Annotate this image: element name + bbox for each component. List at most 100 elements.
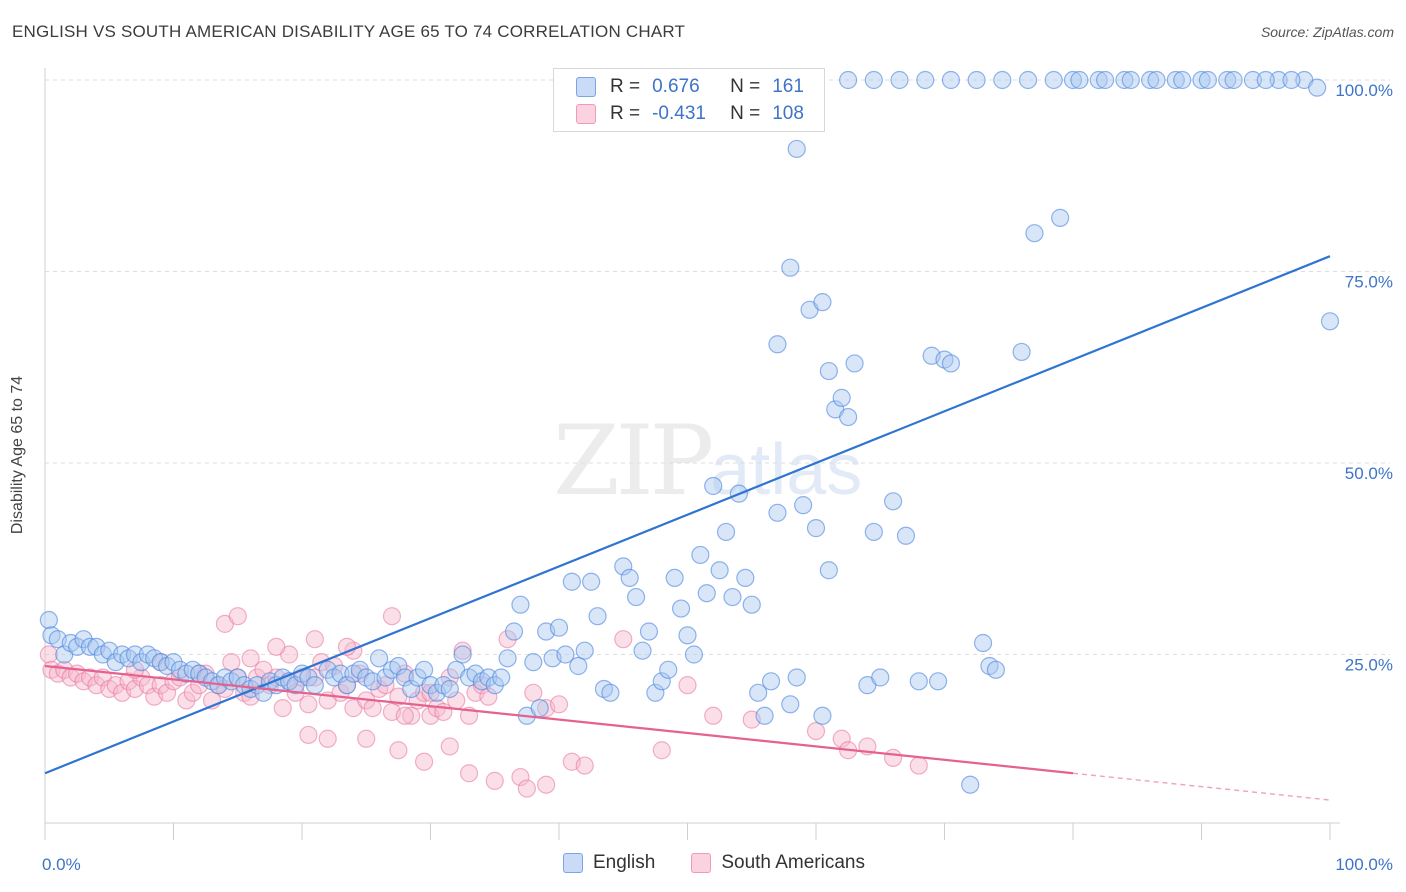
english-point <box>562 572 581 591</box>
english-point <box>498 649 517 668</box>
south-americans-point <box>299 695 318 714</box>
english-point <box>1121 70 1140 90</box>
south-americans-point <box>909 756 928 775</box>
english-point <box>883 492 903 511</box>
english-point <box>839 70 858 90</box>
y-tick-label: 100.0% <box>1335 81 1393 100</box>
legend-label-south-americans: South Americans <box>721 852 865 873</box>
english-point <box>961 775 980 794</box>
south-americans-swatch <box>691 853 712 873</box>
watermark-atlas: atlas <box>710 430 863 510</box>
south-americans-point <box>883 748 903 768</box>
english-point <box>704 476 723 496</box>
english-point <box>736 568 755 588</box>
south-americans-point <box>222 653 241 672</box>
english-point <box>337 676 357 695</box>
south-americans-point <box>575 756 594 775</box>
english-point <box>556 645 575 664</box>
english-point <box>871 668 890 687</box>
x-tick-label: 100.0% <box>1335 855 1393 874</box>
english-point <box>370 649 389 668</box>
n-label: N = <box>730 76 761 97</box>
english-point <box>839 407 858 427</box>
stats-legend: R = 0.676 N = 161 R = -0.431 N = 108 <box>553 68 825 132</box>
english-trend-line <box>44 255 1331 775</box>
south-americans-point <box>704 706 723 725</box>
english-point <box>716 522 736 542</box>
english-point <box>492 668 511 687</box>
english-point <box>633 641 652 660</box>
english-point <box>787 139 806 159</box>
english-point <box>549 618 569 637</box>
english-point <box>697 584 716 603</box>
english-point <box>941 70 961 90</box>
y-tick-label: 50.0% <box>1345 464 1393 483</box>
english-point <box>993 70 1012 90</box>
english-point <box>1096 70 1115 90</box>
english-point <box>755 706 774 725</box>
english-point <box>665 568 684 588</box>
english-point <box>530 699 549 718</box>
english-point <box>646 683 665 702</box>
english-point <box>813 706 832 725</box>
english-point <box>1018 70 1038 90</box>
english-point <box>1140 70 1160 90</box>
south-americans-point <box>549 695 569 714</box>
south-americans-point <box>241 649 260 668</box>
english-point <box>806 519 826 538</box>
english-point <box>749 683 768 702</box>
south-americans-trend-line <box>44 664 1074 775</box>
english-point <box>781 695 800 714</box>
south-americans-point <box>524 683 543 702</box>
english-point <box>1192 70 1211 90</box>
english-point <box>1063 70 1083 90</box>
english-point <box>864 70 883 90</box>
english-point <box>909 672 928 691</box>
english-point <box>710 561 729 580</box>
english-point <box>1089 70 1108 90</box>
n-label: N = <box>730 103 761 124</box>
english-point <box>1198 70 1218 90</box>
english-point <box>832 388 851 407</box>
english-point <box>845 354 864 373</box>
south-americans-point <box>517 779 536 798</box>
south-americans-point <box>357 729 376 748</box>
english-point <box>1218 70 1237 90</box>
x-tick-label: 0.0% <box>42 855 81 874</box>
english-point <box>896 526 916 545</box>
english-point <box>626 587 646 607</box>
english-point <box>305 676 324 695</box>
south-americans-point <box>614 630 633 649</box>
legend-row-south-americans: R = -0.431 N = 108 <box>576 101 804 127</box>
south-americans-point <box>228 607 247 626</box>
south-americans-point <box>389 741 408 760</box>
english-point <box>614 557 633 576</box>
english-point <box>569 656 588 676</box>
south-americans-point <box>485 771 504 790</box>
english-point <box>395 668 414 687</box>
south-americans-point <box>39 645 58 664</box>
south-americans-point <box>652 741 671 760</box>
english-point <box>1044 70 1063 90</box>
english-point <box>941 354 961 373</box>
english-point <box>1147 70 1166 90</box>
south-americans-point <box>273 699 292 718</box>
south-americans-point <box>414 752 434 771</box>
south-americans-trend-extension <box>1072 772 1331 801</box>
south-americans-point <box>832 729 851 748</box>
watermark: ZIPatlas <box>553 405 862 517</box>
english-point <box>691 545 710 565</box>
english-point <box>511 595 530 614</box>
legend-label-english: English <box>593 852 656 873</box>
english-point <box>890 70 909 90</box>
english-point <box>331 664 350 683</box>
south-americans-point <box>453 641 472 660</box>
english-point <box>453 645 472 664</box>
english-point <box>620 568 639 588</box>
english-point <box>1256 70 1275 90</box>
south-americans-point <box>479 687 498 706</box>
south-americans-point <box>382 607 402 626</box>
south-americans-point <box>305 630 324 649</box>
english-point <box>1282 70 1301 90</box>
english-point <box>639 622 659 641</box>
